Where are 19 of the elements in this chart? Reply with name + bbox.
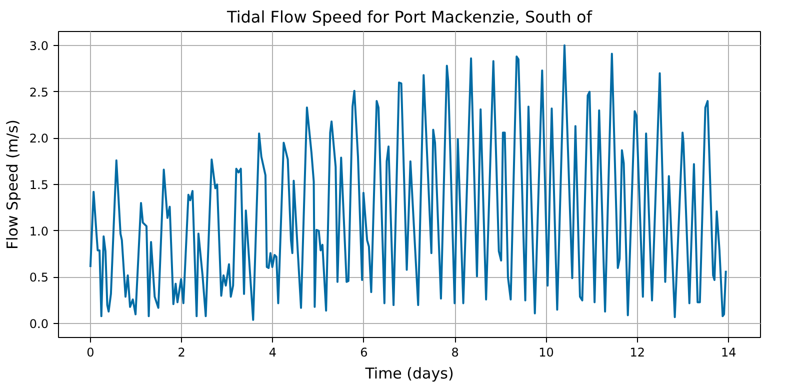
- x-tick-label: 10: [538, 346, 554, 360]
- x-tick-label: 12: [630, 346, 646, 360]
- x-tick-label: 14: [720, 346, 736, 360]
- y-tick-label: 0.5: [29, 270, 49, 285]
- line-series: [89, 44, 727, 321]
- y-tick-label: 0.0: [29, 317, 49, 332]
- x-tick-label: 6: [360, 346, 368, 360]
- x-axis-title: Time (days): [364, 364, 454, 382]
- x-tick-label: 2: [178, 346, 186, 360]
- x-tick-label: 8: [451, 346, 459, 360]
- y-tick-label: 2.0: [29, 132, 49, 146]
- x-tick-label: 4: [268, 346, 277, 360]
- y-tick-label: 2.5: [29, 85, 49, 100]
- x-tick-label: 0: [86, 346, 94, 360]
- y-axis-title: Flow Speed (m/s): [3, 120, 22, 250]
- y-tick-label: 1.5: [29, 178, 49, 192]
- chart-title: Tidal Flow Speed for Port Mackenzie, South of: [226, 8, 592, 26]
- y-tick-label: 3.0: [29, 38, 49, 53]
- y-tick-label: 1.0: [29, 224, 49, 238]
